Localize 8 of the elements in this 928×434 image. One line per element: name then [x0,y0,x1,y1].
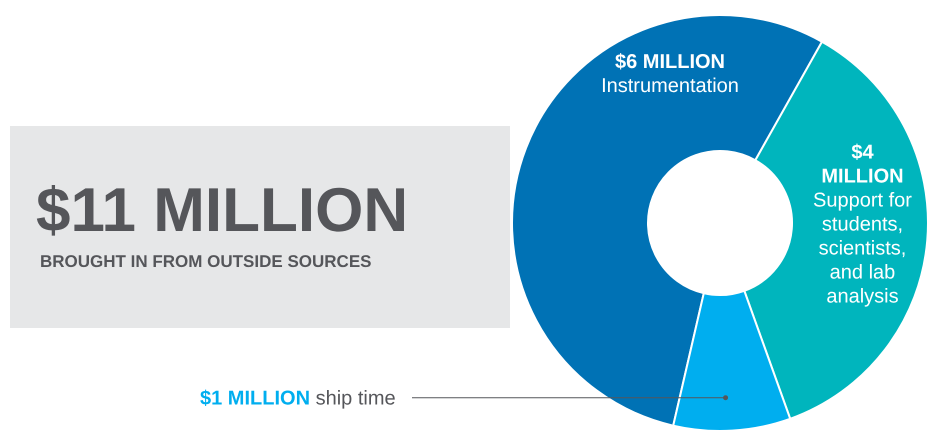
slice-label: ship time [310,388,396,410]
text: BROUGHT IN FROM OUTSIDE SOURCES [40,252,372,272]
slice-label: Instrumentation [601,75,739,97]
data-label: $4 MILLION [821,141,904,188]
slice-label: Support for students, scientists, and lab analysis [813,189,912,308]
text: $11 MILLION [36,176,408,245]
data-label: $1 MILLION [200,388,310,410]
data-label: $6 MILLION [614,51,726,73]
